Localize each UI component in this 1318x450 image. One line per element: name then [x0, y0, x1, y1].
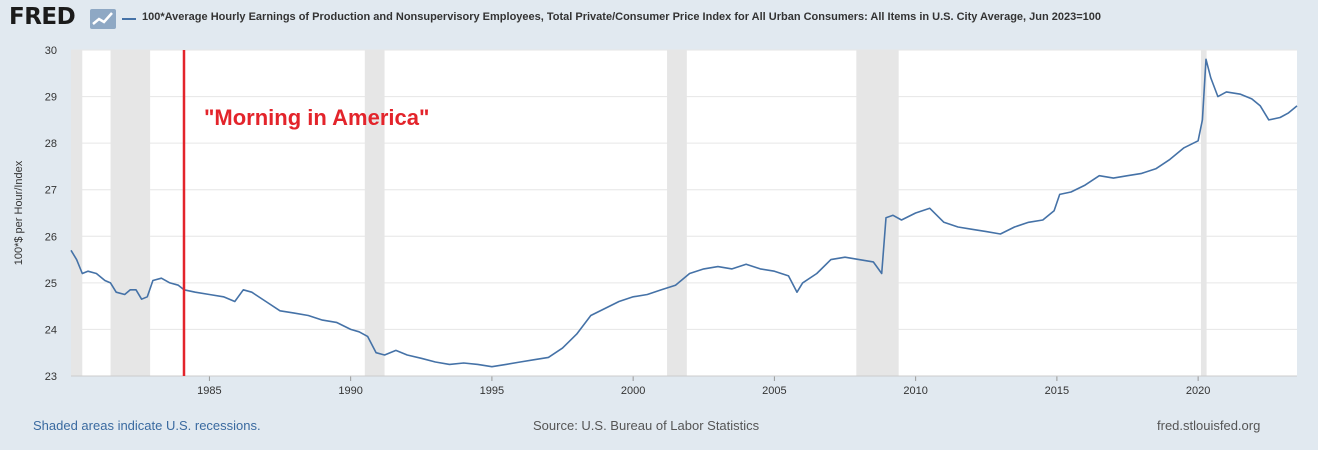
x-tick-label: 2020: [1186, 385, 1210, 397]
x-tick-label: 1985: [197, 385, 221, 397]
gridlines: [71, 49, 1297, 377]
recession-band-5: [1200, 50, 1207, 376]
series-line[interactable]: [70, 58, 1298, 368]
recession-band-3: [667, 50, 687, 376]
x-tick-label: 2010: [903, 385, 927, 397]
legend-series-title: 100*Average Hourly Earnings of Productio…: [142, 11, 1102, 23]
x-tick-label: 2000: [621, 385, 645, 397]
y-tick-label: 29: [45, 92, 57, 104]
y-tick-label: 27: [45, 185, 57, 197]
recession-band-0: [71, 50, 83, 376]
fred-logo[interactable]: FRED: [9, 4, 76, 30]
y-tick-label: 24: [45, 324, 57, 336]
recession-bands: [71, 50, 1207, 376]
site-link[interactable]: fred.stlouisfed.org: [1157, 418, 1261, 433]
y-tick-label: 28: [45, 138, 57, 150]
source-note: Source: U.S. Bureau of Labor Statistics: [533, 418, 760, 433]
recession-band-1: [110, 50, 151, 376]
x-tick-label: 2005: [762, 385, 786, 397]
y-tick-label: 26: [45, 231, 57, 243]
y-axis-ticks: 23 24 25 26 27 28 29 30: [45, 45, 57, 383]
recession-note: Shaded areas indicate U.S. recessions.: [33, 418, 261, 433]
y-axis-label: 100*$ per Hour/Index: [13, 160, 25, 265]
chart-canvas: 23 24 25 26 27 28 29 30 1985 1990 1995 2000 2005 201…: [13, 45, 1298, 397]
recession-band-2: [364, 50, 385, 376]
annotation-label: "Morning in America": [204, 105, 429, 130]
x-tick-label: 1990: [338, 385, 362, 397]
x-tick-label: 2015: [1045, 385, 1069, 397]
y-tick-label: 30: [45, 45, 57, 57]
x-axis-ticks: 1985 1990 1995 2000 2005 2010 2015 2020: [71, 375, 1297, 397]
x-tick-label: 1995: [480, 385, 504, 397]
chart-trend-icon: [90, 9, 116, 29]
annotation: "Morning in America": [182, 50, 429, 376]
legend-line-swatch: [122, 18, 136, 20]
chart-header: FRED 100*Average Hourly Earnings of Prod…: [0, 0, 1318, 44]
recession-band-4: [856, 50, 899, 376]
y-tick-label: 25: [45, 278, 57, 290]
y-tick-label: 23: [45, 371, 57, 383]
